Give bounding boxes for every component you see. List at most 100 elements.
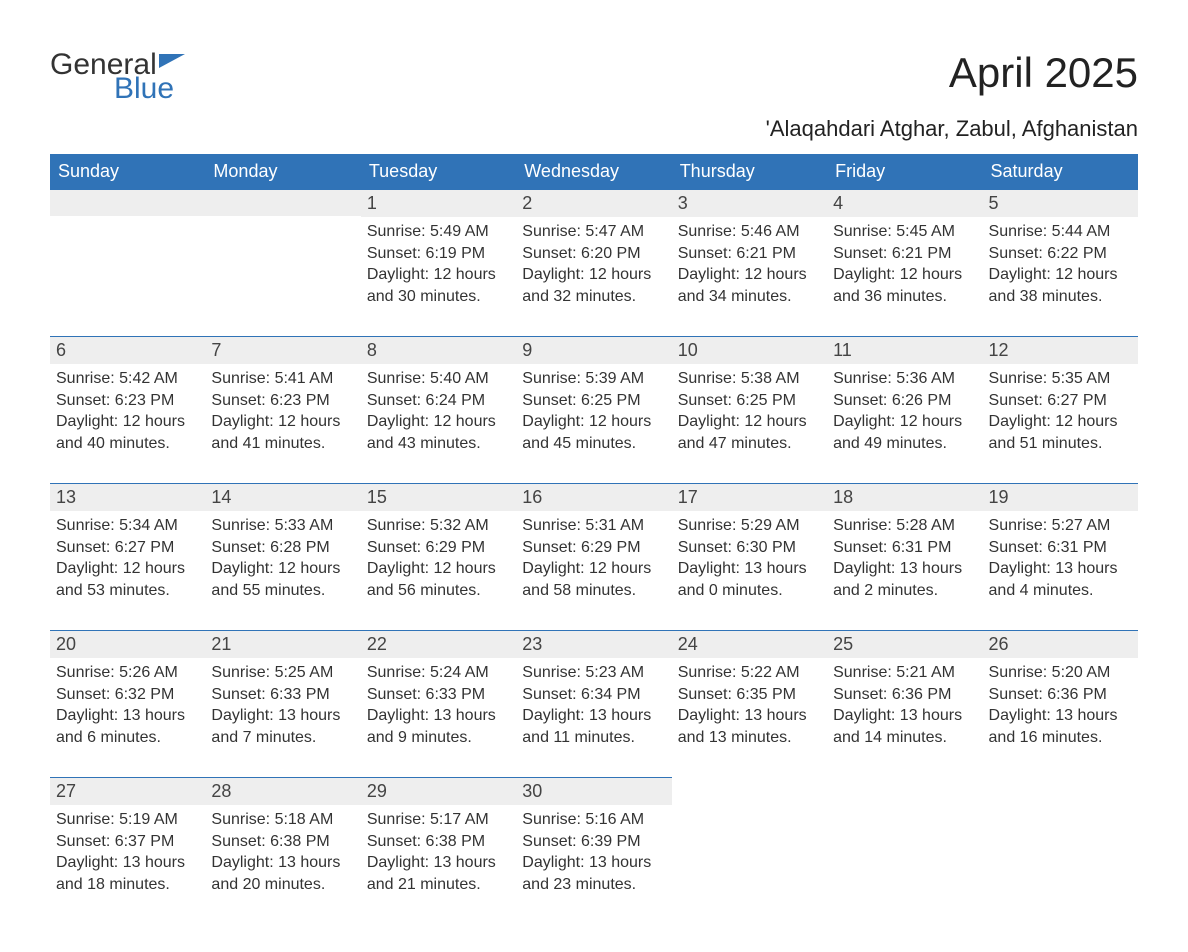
- sunrise-line: Sunrise: 5:29 AM: [678, 515, 821, 537]
- day-details: Sunrise: 5:25 AMSunset: 6:33 PMDaylight:…: [205, 658, 360, 754]
- day-number: 8: [361, 336, 516, 364]
- day-details: Sunrise: 5:40 AMSunset: 6:24 PMDaylight:…: [361, 364, 516, 460]
- day-number: 11: [827, 336, 982, 364]
- day-header: Thursday: [672, 154, 827, 189]
- sunrise-line: Sunrise: 5:17 AM: [367, 809, 510, 831]
- daylight-line: Daylight: 12 hours and 45 minutes.: [522, 411, 665, 454]
- calendar-cell: 23Sunrise: 5:23 AMSunset: 6:34 PMDayligh…: [516, 630, 671, 765]
- calendar-cell: [50, 189, 205, 324]
- sunrise-line: Sunrise: 5:16 AM: [522, 809, 665, 831]
- calendar-cell: 10Sunrise: 5:38 AMSunset: 6:25 PMDayligh…: [672, 336, 827, 471]
- daylight-line: Daylight: 13 hours and 20 minutes.: [211, 852, 354, 895]
- calendar-cell: 26Sunrise: 5:20 AMSunset: 6:36 PMDayligh…: [983, 630, 1138, 765]
- week-spacer: [50, 471, 1138, 483]
- logo-word-2: Blue: [114, 74, 185, 104]
- daylight-line: Daylight: 12 hours and 41 minutes.: [211, 411, 354, 454]
- day-details: Sunrise: 5:29 AMSunset: 6:30 PMDaylight:…: [672, 511, 827, 607]
- day-number: 30: [516, 777, 671, 805]
- daylight-line: Daylight: 12 hours and 30 minutes.: [367, 264, 510, 307]
- daylight-line: Daylight: 13 hours and 16 minutes.: [989, 705, 1132, 748]
- sunset-line: Sunset: 6:26 PM: [833, 390, 976, 412]
- day-header: Tuesday: [361, 154, 516, 189]
- day-number: 19: [983, 483, 1138, 511]
- empty-day-band: [50, 189, 205, 216]
- day-number: 28: [205, 777, 360, 805]
- day-details: Sunrise: 5:36 AMSunset: 6:26 PMDaylight:…: [827, 364, 982, 460]
- day-number: 21: [205, 630, 360, 658]
- sunset-line: Sunset: 6:33 PM: [211, 684, 354, 706]
- day-details: Sunrise: 5:35 AMSunset: 6:27 PMDaylight:…: [983, 364, 1138, 460]
- daylight-line: Daylight: 12 hours and 49 minutes.: [833, 411, 976, 454]
- calendar-cell: 15Sunrise: 5:32 AMSunset: 6:29 PMDayligh…: [361, 483, 516, 618]
- day-number: 18: [827, 483, 982, 511]
- sunset-line: Sunset: 6:23 PM: [56, 390, 199, 412]
- sunrise-line: Sunrise: 5:19 AM: [56, 809, 199, 831]
- day-header: Monday: [205, 154, 360, 189]
- daylight-line: Daylight: 13 hours and 7 minutes.: [211, 705, 354, 748]
- day-details: Sunrise: 5:19 AMSunset: 6:37 PMDaylight:…: [50, 805, 205, 901]
- calendar-cell: 17Sunrise: 5:29 AMSunset: 6:30 PMDayligh…: [672, 483, 827, 618]
- day-details: Sunrise: 5:41 AMSunset: 6:23 PMDaylight:…: [205, 364, 360, 460]
- day-details: Sunrise: 5:46 AMSunset: 6:21 PMDaylight:…: [672, 217, 827, 313]
- daylight-line: Daylight: 12 hours and 47 minutes.: [678, 411, 821, 454]
- calendar-cell: 14Sunrise: 5:33 AMSunset: 6:28 PMDayligh…: [205, 483, 360, 618]
- day-number: 5: [983, 189, 1138, 217]
- sunset-line: Sunset: 6:32 PM: [56, 684, 199, 706]
- sunrise-line: Sunrise: 5:31 AM: [522, 515, 665, 537]
- day-number: 15: [361, 483, 516, 511]
- calendar-cell: 25Sunrise: 5:21 AMSunset: 6:36 PMDayligh…: [827, 630, 982, 765]
- day-number: 10: [672, 336, 827, 364]
- sunrise-line: Sunrise: 5:26 AM: [56, 662, 199, 684]
- sunrise-line: Sunrise: 5:35 AM: [989, 368, 1132, 390]
- calendar-cell: 22Sunrise: 5:24 AMSunset: 6:33 PMDayligh…: [361, 630, 516, 765]
- day-details: Sunrise: 5:28 AMSunset: 6:31 PMDaylight:…: [827, 511, 982, 607]
- empty-day-band: [205, 189, 360, 216]
- sunrise-line: Sunrise: 5:25 AM: [211, 662, 354, 684]
- sunrise-line: Sunrise: 5:39 AM: [522, 368, 665, 390]
- daylight-line: Daylight: 13 hours and 21 minutes.: [367, 852, 510, 895]
- calendar-cell: 29Sunrise: 5:17 AMSunset: 6:38 PMDayligh…: [361, 777, 516, 912]
- daylight-line: Daylight: 13 hours and 11 minutes.: [522, 705, 665, 748]
- sunset-line: Sunset: 6:35 PM: [678, 684, 821, 706]
- day-number: 2: [516, 189, 671, 217]
- calendar-page: General Blue April 2025 'Alaqahdari Atgh…: [0, 0, 1188, 952]
- day-header-row: Sunday Monday Tuesday Wednesday Thursday…: [50, 154, 1138, 189]
- calendar-cell: 16Sunrise: 5:31 AMSunset: 6:29 PMDayligh…: [516, 483, 671, 618]
- header-row: General Blue April 2025: [50, 50, 1138, 104]
- sunset-line: Sunset: 6:22 PM: [989, 243, 1132, 265]
- sunrise-line: Sunrise: 5:45 AM: [833, 221, 976, 243]
- daylight-line: Daylight: 13 hours and 4 minutes.: [989, 558, 1132, 601]
- day-details: Sunrise: 5:21 AMSunset: 6:36 PMDaylight:…: [827, 658, 982, 754]
- sunrise-line: Sunrise: 5:18 AM: [211, 809, 354, 831]
- sunset-line: Sunset: 6:21 PM: [678, 243, 821, 265]
- day-details: Sunrise: 5:45 AMSunset: 6:21 PMDaylight:…: [827, 217, 982, 313]
- logo: General Blue: [50, 50, 185, 104]
- daylight-line: Daylight: 13 hours and 6 minutes.: [56, 705, 199, 748]
- calendar-week-row: 6Sunrise: 5:42 AMSunset: 6:23 PMDaylight…: [50, 336, 1138, 471]
- sunrise-line: Sunrise: 5:22 AM: [678, 662, 821, 684]
- sunset-line: Sunset: 6:38 PM: [367, 831, 510, 853]
- sunset-line: Sunset: 6:29 PM: [522, 537, 665, 559]
- calendar-week-row: 13Sunrise: 5:34 AMSunset: 6:27 PMDayligh…: [50, 483, 1138, 618]
- daylight-line: Daylight: 12 hours and 38 minutes.: [989, 264, 1132, 307]
- calendar-cell: [672, 777, 827, 912]
- day-details: Sunrise: 5:17 AMSunset: 6:38 PMDaylight:…: [361, 805, 516, 901]
- day-header: Saturday: [983, 154, 1138, 189]
- daylight-line: Daylight: 13 hours and 2 minutes.: [833, 558, 976, 601]
- day-number: 6: [50, 336, 205, 364]
- page-title: April 2025: [949, 50, 1138, 96]
- calendar-week-row: 20Sunrise: 5:26 AMSunset: 6:32 PMDayligh…: [50, 630, 1138, 765]
- day-number: 9: [516, 336, 671, 364]
- location-subtitle: 'Alaqahdari Atghar, Zabul, Afghanistan: [50, 116, 1138, 142]
- daylight-line: Daylight: 12 hours and 55 minutes.: [211, 558, 354, 601]
- day-number: 13: [50, 483, 205, 511]
- day-number: 17: [672, 483, 827, 511]
- calendar-cell: 19Sunrise: 5:27 AMSunset: 6:31 PMDayligh…: [983, 483, 1138, 618]
- day-details: Sunrise: 5:31 AMSunset: 6:29 PMDaylight:…: [516, 511, 671, 607]
- day-details: Sunrise: 5:33 AMSunset: 6:28 PMDaylight:…: [205, 511, 360, 607]
- sunset-line: Sunset: 6:31 PM: [833, 537, 976, 559]
- day-number: 27: [50, 777, 205, 805]
- day-header: Friday: [827, 154, 982, 189]
- sunrise-line: Sunrise: 5:40 AM: [367, 368, 510, 390]
- calendar-cell: [827, 777, 982, 912]
